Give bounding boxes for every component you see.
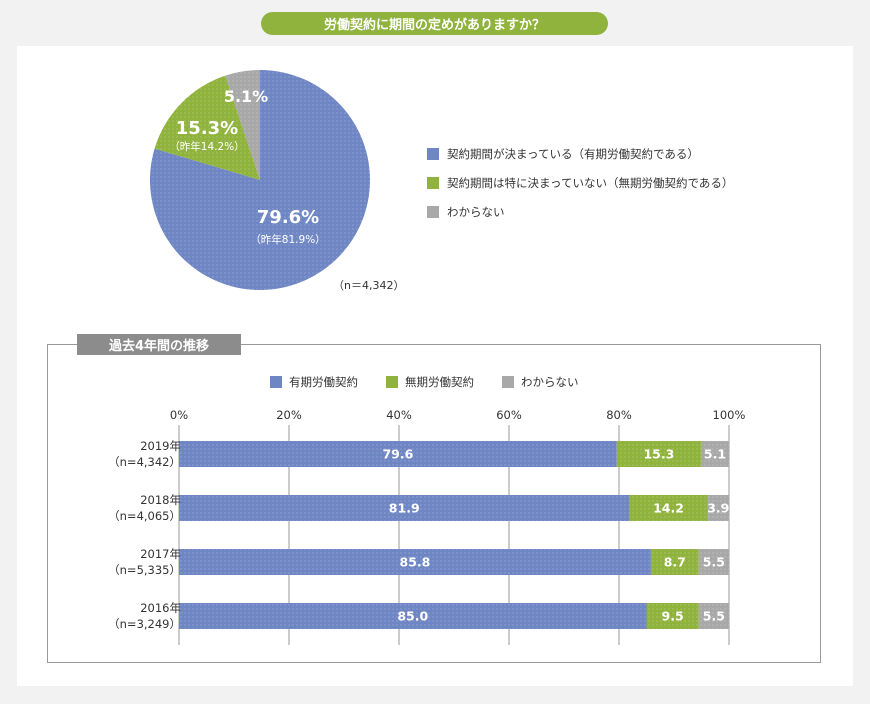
bar-value-label: 14.2 <box>653 501 684 516</box>
legend-label-unknown: わからない <box>447 205 505 219</box>
bar-value-label: 85.8 <box>400 555 431 570</box>
pie-note-label: （昨年14.2%） <box>169 140 244 153</box>
category-n: （n=3,249） <box>108 617 181 631</box>
bar-legend-label-unknown: わからない <box>521 375 579 389</box>
bar-segment-texture <box>707 495 729 521</box>
bar-value-label: 3.9 <box>707 501 729 516</box>
trend-title: 過去4年間の推移 <box>77 334 241 355</box>
category-n: （n=4,065） <box>108 509 181 523</box>
category-year: 2018年 <box>140 493 181 507</box>
legend-swatch-indefinite <box>427 177 439 189</box>
bar-value-label: 5.5 <box>703 609 725 624</box>
legend-item-unknown: わからない <box>427 204 733 220</box>
pie-note-label: （昨年81.9%） <box>250 233 325 246</box>
bar-segment-texture <box>179 549 651 575</box>
x-tick-label: 0% <box>170 408 188 422</box>
legend-label-fixed-term: 契約期間が決まっている（有期労働契約である） <box>447 147 699 161</box>
bar-legend-item-fixed-term: 有期労働契約 <box>270 374 358 390</box>
category-label-2016: 2016年 （n=3,249） <box>81 600 181 632</box>
x-tick-label: 20% <box>276 408 302 422</box>
category-n: （n=5,335） <box>108 563 181 577</box>
bar-legend-swatch-fixed-term <box>270 376 282 388</box>
pie-value-label: 15.3% <box>176 118 238 139</box>
bar-value-label: 81.9 <box>389 501 420 516</box>
bar-segment-texture <box>179 495 630 521</box>
legend-label-indefinite: 契約期間は特に決まっていない（無期労働契約である） <box>447 176 734 190</box>
bar-value-label: 85.0 <box>397 609 428 624</box>
bar-value-label: 9.5 <box>662 609 684 624</box>
legend-swatch-unknown <box>427 206 439 218</box>
bar-legend-swatch-indefinite <box>386 376 398 388</box>
pie-slice-texture <box>225 70 260 180</box>
bar-segment-texture <box>629 495 708 521</box>
chart-title: 労働契約に期間の定めがありますか？ <box>261 12 608 35</box>
category-label-2017: 2017年 （n=5,335） <box>81 546 181 578</box>
category-label-2018: 2018年 （n=4,065） <box>81 492 181 524</box>
bar-value-label: 5.5 <box>703 555 725 570</box>
bar-segment-texture <box>700 441 729 467</box>
trend-panel <box>47 344 821 663</box>
legend-item-fixed-term: 契約期間が決まっている（有期労働契約である） <box>427 146 733 162</box>
pie-sample-size: （n＝4,342） <box>333 279 405 292</box>
bar-legend-item-indefinite: 無期労働契約 <box>386 374 474 390</box>
pie-legend: 契約期間が決まっている（有期労働契約である） 契約期間は特に決まっていない（無期… <box>427 146 733 233</box>
bar-value-label: 8.7 <box>664 555 686 570</box>
bar-segment-texture <box>616 441 701 467</box>
bar-value-label: 5.1 <box>704 447 726 462</box>
pie-value-label: 79.6% <box>257 207 319 228</box>
bar-legend-label-fixed-term: 有期労働契約 <box>289 375 358 389</box>
bar-legend-label-indefinite: 無期労働契約 <box>405 375 474 389</box>
category-year: 2016年 <box>140 601 181 615</box>
category-label-2019: 2019年 （n=4,342） <box>81 438 181 470</box>
x-tick-label: 100% <box>713 408 746 422</box>
bar-segment-texture <box>646 603 699 629</box>
bar-segment-texture <box>698 603 729 629</box>
category-year: 2017年 <box>140 547 181 561</box>
bar-value-label: 15.3 <box>643 447 674 462</box>
x-tick-label: 40% <box>386 408 412 422</box>
pie-slice-texture <box>154 75 260 180</box>
pie-value-label: 5.1% <box>224 87 268 106</box>
x-tick-label: 60% <box>496 408 522 422</box>
bar-legend: 有期労働契約 無期労働契約 わからない <box>270 374 607 390</box>
bar-value-label: 79.6 <box>382 447 413 462</box>
bar-segment-texture <box>650 549 699 575</box>
legend-item-indefinite: 契約期間は特に決まっていない（無期労働契約である） <box>427 175 733 191</box>
x-tick-label: 80% <box>606 408 632 422</box>
bar-segment-texture <box>179 603 647 629</box>
category-n: （n=4,342） <box>108 455 181 469</box>
bar-segment-texture <box>698 549 729 575</box>
bar-legend-item-unknown: わからない <box>502 374 579 390</box>
legend-swatch-fixed-term <box>427 148 439 160</box>
bar-legend-swatch-unknown <box>502 376 514 388</box>
bar-segment-texture <box>179 441 617 467</box>
category-year: 2019年 <box>140 439 181 453</box>
